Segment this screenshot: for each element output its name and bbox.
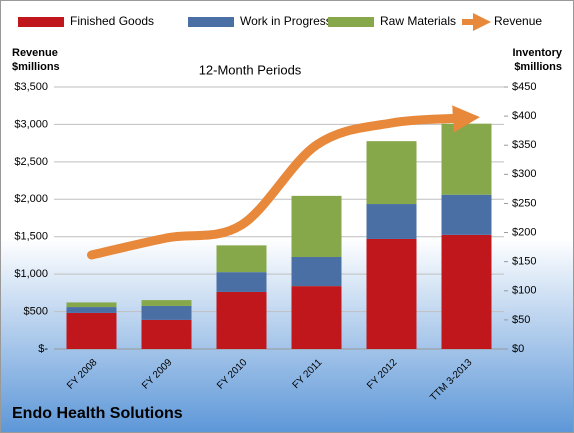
y2-tick-label: $350 xyxy=(512,139,536,151)
bar-segment xyxy=(366,204,417,239)
bar-segment xyxy=(66,307,117,313)
y2-tick-label: $0 xyxy=(512,343,524,355)
bar-segment xyxy=(291,286,342,349)
y-tick-label: $1,000 xyxy=(14,268,48,280)
legend-label: Work in Progress xyxy=(240,14,332,28)
bar-segment xyxy=(141,300,192,306)
y-tick-label: $2,500 xyxy=(14,156,48,168)
y-tick-label: $2,000 xyxy=(14,193,48,205)
bar-segment xyxy=(366,238,417,349)
bar-segment xyxy=(291,195,342,258)
bar-segment xyxy=(441,194,492,235)
bar-segment xyxy=(366,141,417,205)
subtitle: 12-Month Periods xyxy=(199,62,302,77)
y-tick-label: $1,500 xyxy=(14,231,48,243)
y-axis-label: $millions xyxy=(12,61,60,73)
y2-tick-label: $300 xyxy=(512,168,536,180)
bar-segment xyxy=(291,257,342,287)
chart-title: Endo Health Solutions xyxy=(12,405,183,422)
y2-axis-label: $millions xyxy=(514,61,562,73)
legend-swatch xyxy=(328,17,374,27)
bar-segment xyxy=(441,123,492,195)
bar-segment xyxy=(141,305,192,320)
revenue-line xyxy=(87,105,480,260)
legend-label: Revenue xyxy=(494,14,542,28)
bar-segment xyxy=(216,291,267,349)
y2-tick-label: $250 xyxy=(512,197,536,209)
y2-tick-label: $200 xyxy=(512,226,536,238)
legend-label: Raw Materials xyxy=(380,14,456,28)
bar-segment xyxy=(441,234,492,349)
y-tick-label: $- xyxy=(38,343,48,355)
y2-tick-label: $450 xyxy=(512,81,536,93)
legend-label: Finished Goods xyxy=(70,14,154,28)
y-tick-label: $3,000 xyxy=(14,118,48,130)
bar-segment xyxy=(141,319,192,349)
y2-tick-label: $150 xyxy=(512,256,536,268)
legend-swatch xyxy=(18,17,64,27)
bar-segment xyxy=(216,272,267,292)
y-tick-label: $3,500 xyxy=(14,81,48,93)
y2-tick-label: $100 xyxy=(512,285,536,297)
y2-axis-label: Inventory xyxy=(512,47,562,59)
bar-segment xyxy=(216,245,267,273)
bar-segment xyxy=(66,312,117,349)
y-tick-label: $500 xyxy=(24,305,48,317)
bar-segment xyxy=(66,302,117,308)
y2-tick-label: $400 xyxy=(512,110,536,122)
y-axis-label: Revenue xyxy=(12,47,58,59)
y2-tick-label: $50 xyxy=(512,314,530,326)
legend-swatch xyxy=(188,17,234,27)
